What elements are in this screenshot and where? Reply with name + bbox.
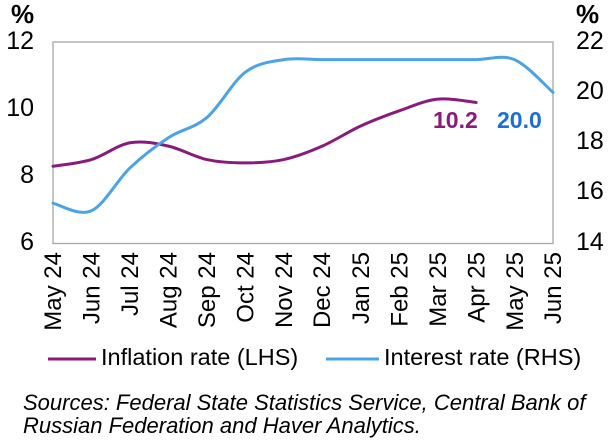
svg-text:Jun 25: Jun 25	[540, 252, 567, 324]
svg-text:10: 10	[6, 94, 34, 122]
svg-text:12: 12	[6, 27, 34, 55]
svg-text:%: %	[11, 0, 34, 29]
svg-text:Dec 24: Dec 24	[309, 252, 336, 328]
svg-text:20.0: 20.0	[497, 107, 542, 133]
svg-text:10.2: 10.2	[433, 107, 478, 133]
svg-text:Sources: Federal State Statist: Sources: Federal State Statistics Servic…	[23, 390, 588, 415]
svg-text:Jul 24: Jul 24	[117, 252, 144, 316]
svg-text:May 25: May 25	[502, 252, 529, 331]
svg-text:Aug 24: Aug 24	[156, 252, 183, 328]
svg-text:May 24: May 24	[40, 252, 67, 331]
svg-text:20: 20	[576, 77, 604, 105]
svg-text:Mar 25: Mar 25	[425, 252, 452, 327]
svg-text:%: %	[576, 0, 599, 29]
svg-text:Oct 24: Oct 24	[233, 252, 260, 323]
svg-text:14: 14	[576, 228, 604, 256]
svg-text:8: 8	[20, 161, 34, 189]
svg-text:Jan 25: Jan 25	[348, 252, 375, 324]
svg-text:Russian Federation and Haver A: Russian Federation and Haver Analytics.	[23, 413, 421, 438]
svg-text:Feb 25: Feb 25	[387, 252, 414, 327]
svg-text:16: 16	[576, 177, 604, 205]
svg-text:Inflation rate (LHS): Inflation rate (LHS)	[101, 344, 298, 370]
svg-text:Sep 24: Sep 24	[194, 252, 221, 328]
svg-text:6: 6	[20, 228, 34, 256]
svg-text:Jun 24: Jun 24	[79, 252, 106, 324]
svg-text:22: 22	[576, 27, 604, 55]
svg-text:Nov 24: Nov 24	[271, 252, 298, 328]
svg-text:Apr 25: Apr 25	[464, 252, 491, 323]
svg-text:18: 18	[576, 127, 604, 155]
svg-text:Interest rate (RHS): Interest rate (RHS)	[384, 344, 581, 370]
